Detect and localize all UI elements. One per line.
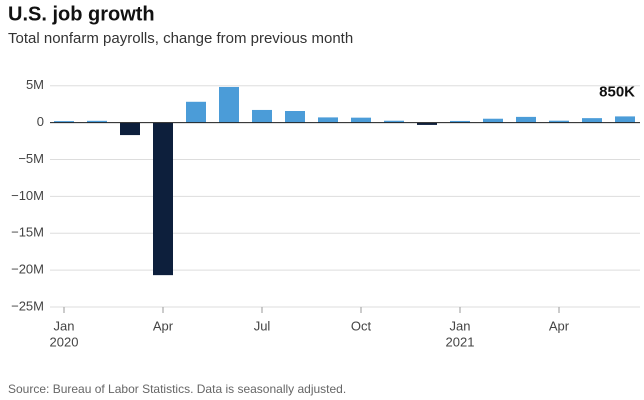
- bar: [615, 116, 635, 123]
- bar: [186, 101, 206, 123]
- x-tick-label: Jul: [254, 318, 271, 333]
- chart-title: U.S. job growth: [8, 3, 155, 25]
- y-tick-label: −15M: [11, 225, 44, 240]
- x-tick-label: Jan: [450, 318, 471, 333]
- y-tick-label: −5M: [18, 151, 44, 166]
- x-tick-label: Apr: [153, 318, 174, 333]
- bar: [384, 120, 404, 123]
- bar: [318, 117, 338, 123]
- y-tick-label: −20M: [11, 262, 44, 277]
- bar: [285, 110, 305, 123]
- value-label: 850K: [599, 83, 635, 100]
- bar: [219, 86, 239, 123]
- bar: [87, 120, 107, 123]
- y-tick-label: −25M: [11, 298, 44, 313]
- bar: [582, 118, 602, 123]
- bar: [120, 122, 140, 136]
- bar: [153, 122, 173, 276]
- y-tick-label: 5M: [26, 77, 44, 92]
- x-tick-label: Apr: [549, 318, 570, 333]
- source-note: Source: Bureau of Labor Statistics. Data…: [8, 382, 346, 396]
- bar: [351, 117, 371, 123]
- bar: [252, 109, 272, 123]
- bar: [54, 121, 74, 123]
- y-tick-label: −10M: [11, 188, 44, 203]
- bar: [417, 122, 437, 125]
- x-tick-label: Oct: [351, 318, 372, 333]
- bar: [483, 118, 503, 123]
- chart-subtitle: Total nonfarm payrolls, change from prev…: [8, 30, 353, 47]
- bar: [450, 120, 470, 123]
- y-tick-label: 0: [37, 114, 44, 129]
- bar: [549, 120, 569, 123]
- x-year-label: 2020: [50, 334, 79, 349]
- x-tick-label: Jan: [54, 318, 75, 333]
- x-year-label: 2021: [446, 334, 475, 349]
- bar: [516, 116, 536, 123]
